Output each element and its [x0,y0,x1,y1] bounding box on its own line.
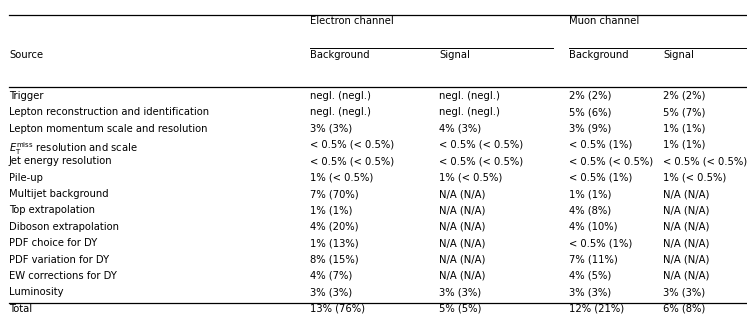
Text: Jet energy resolution: Jet energy resolution [9,156,113,166]
Text: N/A (N/A): N/A (N/A) [439,271,486,281]
Text: 1% (1%): 1% (1%) [310,205,353,215]
Text: 3% (3%): 3% (3%) [310,287,352,297]
Text: < 0.5% (< 0.5%): < 0.5% (< 0.5%) [439,156,524,166]
Text: N/A (N/A): N/A (N/A) [663,238,710,248]
Text: negl. (negl.): negl. (negl.) [439,91,500,101]
Text: Diboson extrapolation: Diboson extrapolation [9,222,119,232]
Text: 3% (3%): 3% (3%) [310,123,352,134]
Text: < 0.5% (< 0.5%): < 0.5% (< 0.5%) [310,156,394,166]
Text: Multijet background: Multijet background [9,189,108,199]
Text: Background: Background [569,50,629,59]
Text: 5% (5%): 5% (5%) [439,304,482,314]
Text: 1% (1%): 1% (1%) [569,189,612,199]
Text: 3% (3%): 3% (3%) [663,287,705,297]
Text: < 0.5% (< 0.5%): < 0.5% (< 0.5%) [663,156,747,166]
Text: 2% (2%): 2% (2%) [663,91,706,101]
Text: Source: Source [9,50,43,59]
Text: Muon channel: Muon channel [569,16,639,26]
Text: N/A (N/A): N/A (N/A) [663,271,710,281]
Text: negl. (negl.): negl. (negl.) [310,107,371,117]
Text: 8% (15%): 8% (15%) [310,254,359,265]
Text: Luminosity: Luminosity [9,287,63,297]
Text: $E_{\mathrm{T}}^{\mathrm{miss}}$ resolution and scale: $E_{\mathrm{T}}^{\mathrm{miss}}$ resolut… [9,140,137,157]
Text: Signal: Signal [439,50,470,59]
Text: 1% (< 0.5%): 1% (< 0.5%) [439,173,503,183]
Text: Lepton reconstruction and identification: Lepton reconstruction and identification [9,107,209,117]
Text: N/A (N/A): N/A (N/A) [439,254,486,265]
Text: 4% (10%): 4% (10%) [569,222,618,232]
Text: 13% (76%): 13% (76%) [310,304,365,314]
Text: 7% (11%): 7% (11%) [569,254,618,265]
Text: 4% (8%): 4% (8%) [569,205,611,215]
Text: 4% (7%): 4% (7%) [310,271,353,281]
Text: EW corrections for DY: EW corrections for DY [9,271,117,281]
Text: Electron channel: Electron channel [310,16,394,26]
Text: Total: Total [9,304,32,314]
Text: < 0.5% (1%): < 0.5% (1%) [569,173,633,183]
Text: Background: Background [310,50,370,59]
Text: Pile-up: Pile-up [9,173,43,183]
Text: Signal: Signal [663,50,694,59]
Text: N/A (N/A): N/A (N/A) [663,189,710,199]
Text: Top extrapolation: Top extrapolation [9,205,95,215]
Text: 4% (5%): 4% (5%) [569,271,612,281]
Text: negl. (negl.): negl. (negl.) [310,91,371,101]
Text: negl. (negl.): negl. (negl.) [439,107,500,117]
Text: 4% (3%): 4% (3%) [439,123,481,134]
Text: 3% (3%): 3% (3%) [569,287,611,297]
Text: 1% (< 0.5%): 1% (< 0.5%) [310,173,374,183]
Text: 2% (2%): 2% (2%) [569,91,612,101]
Text: 1% (1%): 1% (1%) [663,140,706,150]
Text: < 0.5% (1%): < 0.5% (1%) [569,140,633,150]
Text: 5% (7%): 5% (7%) [663,107,706,117]
Text: 1% (13%): 1% (13%) [310,238,359,248]
Text: 1% (1%): 1% (1%) [663,123,706,134]
Text: PDF variation for DY: PDF variation for DY [9,254,109,265]
Text: 4% (20%): 4% (20%) [310,222,359,232]
Text: N/A (N/A): N/A (N/A) [439,189,486,199]
Text: N/A (N/A): N/A (N/A) [439,222,486,232]
Text: < 0.5% (< 0.5%): < 0.5% (< 0.5%) [439,140,524,150]
Text: < 0.5% (< 0.5%): < 0.5% (< 0.5%) [310,140,394,150]
Text: 3% (3%): 3% (3%) [439,287,481,297]
Text: 1% (< 0.5%): 1% (< 0.5%) [663,173,727,183]
Text: Trigger: Trigger [9,91,43,101]
Text: 12% (21%): 12% (21%) [569,304,624,314]
Text: < 0.5% (< 0.5%): < 0.5% (< 0.5%) [569,156,654,166]
Text: N/A (N/A): N/A (N/A) [439,238,486,248]
Text: Lepton momentum scale and resolution: Lepton momentum scale and resolution [9,123,208,134]
Text: N/A (N/A): N/A (N/A) [663,254,710,265]
Text: N/A (N/A): N/A (N/A) [663,222,710,232]
Text: 6% (8%): 6% (8%) [663,304,706,314]
Text: PDF choice for DY: PDF choice for DY [9,238,97,248]
Text: 5% (6%): 5% (6%) [569,107,612,117]
Text: 3% (9%): 3% (9%) [569,123,612,134]
Text: 7% (70%): 7% (70%) [310,189,359,199]
Text: N/A (N/A): N/A (N/A) [663,205,710,215]
Text: N/A (N/A): N/A (N/A) [439,205,486,215]
Text: < 0.5% (1%): < 0.5% (1%) [569,238,633,248]
